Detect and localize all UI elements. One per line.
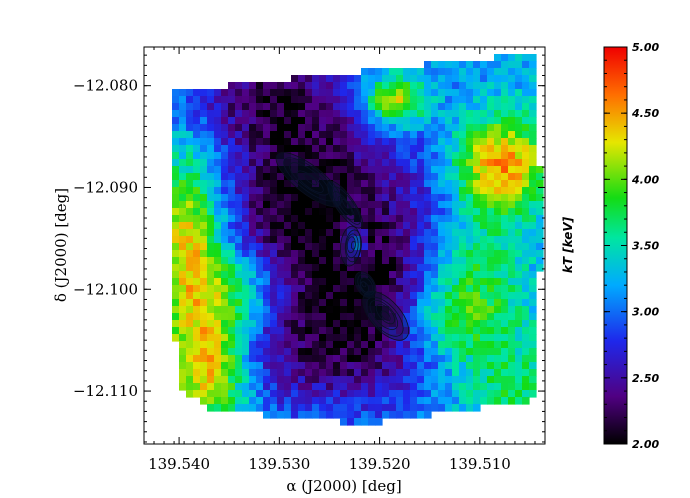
x-axis: 139.540 139.530 139.520 139.510 [143,47,536,473]
colorbar-tick-label: 3.00 [632,306,659,319]
x-tick-label: 139.540 [148,455,210,473]
colorbar-ticks: 5.00 4.50 4.00 3.50 3.00 2.50 2.00 [604,41,659,451]
x-axis-title: α (J2000) [deg] [286,477,401,495]
colorbar-tick-label: 4.50 [631,107,659,120]
x-tick-label: 139.510 [449,455,511,473]
colorbar-tick-label: 2.00 [632,438,659,451]
y-axis-title: δ (J2000) [deg] [52,188,70,302]
x-tick-label: 139.530 [248,455,310,473]
colorbar-tick-label: 3.50 [632,240,659,253]
colorbar-tick-label: 2.50 [632,372,659,385]
y-tick-label: −12.090 [73,178,138,196]
y-tick-label: −12.110 [73,382,138,400]
y-tick-label: −12.080 [73,77,138,95]
colorbar-title: kT [keV] [561,216,575,273]
temperature-heatmap [172,54,544,426]
y-tick-label: −12.100 [73,280,138,298]
x-tick-label: 139.520 [349,455,411,473]
y-axis: −12.080 −12.090 −12.100 −12.110 [73,54,545,443]
surface-brightness-contours [275,152,410,341]
colorbar-tick-label: 5.00 [632,41,659,54]
colorbar-tick-label: 4.00 [631,173,659,186]
